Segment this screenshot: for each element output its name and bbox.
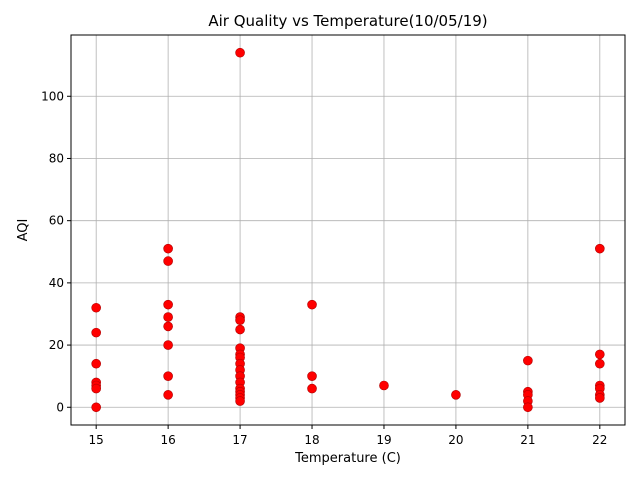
data-points [91, 47, 605, 413]
data-point [595, 243, 605, 254]
data-point [595, 358, 605, 369]
data-point [235, 324, 245, 335]
data-point [307, 371, 317, 381]
x-tick-label: 16 [160, 433, 175, 447]
x-axis-label: Temperature (C) [294, 451, 401, 466]
data-point [595, 349, 605, 360]
y-axis: 0 20 40 60 80 100 [41, 89, 71, 414]
data-point [307, 383, 317, 394]
data-point [91, 383, 101, 394]
y-tick-label: 40 [49, 276, 64, 290]
y-tick-label: 60 [49, 214, 64, 228]
y-tick-label: 100 [41, 89, 64, 103]
data-point [523, 355, 533, 366]
data-point [235, 396, 245, 406]
data-point [91, 402, 101, 413]
y-axis-label: AQI [16, 219, 31, 242]
x-tick-label: 22 [592, 433, 607, 447]
chart-title: Air Quality vs Temperature(10/05/19) [208, 12, 487, 30]
x-tick-label: 17 [232, 433, 247, 447]
data-point [235, 315, 245, 325]
data-point [163, 371, 173, 381]
x-axis: 15 16 17 18 19 20 21 22 [89, 425, 607, 447]
x-tick-label: 20 [448, 433, 463, 447]
x-tick-label: 19 [376, 433, 391, 447]
data-point [91, 327, 101, 338]
y-tick-label: 20 [49, 338, 64, 352]
data-point [235, 47, 245, 58]
y-tick-label: 0 [56, 400, 64, 414]
data-point [379, 380, 389, 391]
data-point [163, 390, 173, 400]
data-point [163, 312, 173, 322]
plot-area-frame [70, 34, 626, 426]
data-point [91, 358, 101, 369]
data-point [163, 340, 173, 350]
data-point [163, 256, 173, 266]
data-point [523, 402, 533, 413]
grid-lines [71, 35, 625, 425]
x-tick-label: 18 [304, 433, 319, 447]
data-point [163, 243, 173, 254]
y-tick-label: 80 [49, 151, 64, 165]
x-tick-label: 21 [520, 433, 535, 447]
data-point [91, 302, 101, 313]
x-tick-label: 15 [89, 433, 104, 447]
data-point [163, 321, 173, 332]
data-point [307, 299, 317, 310]
data-point [163, 299, 173, 310]
data-point [451, 390, 461, 400]
data-point [595, 393, 605, 403]
